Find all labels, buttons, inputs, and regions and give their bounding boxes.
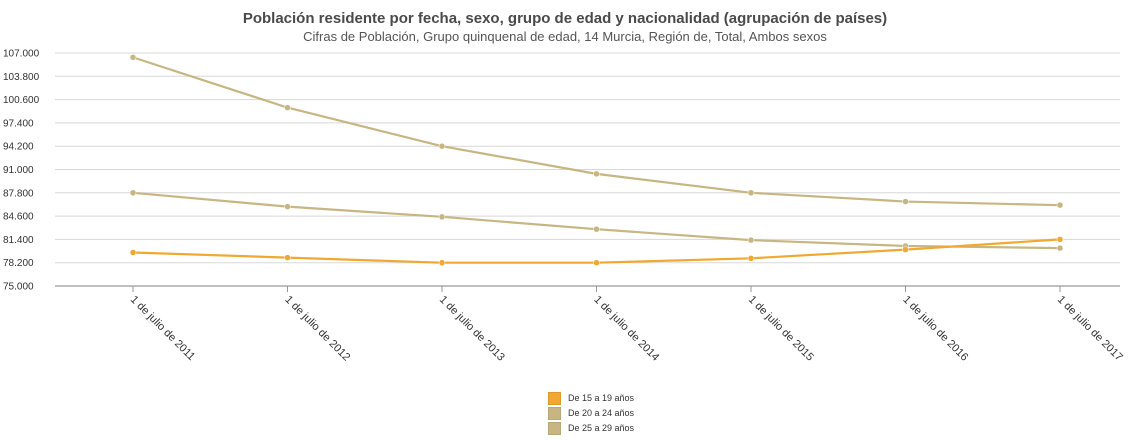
x-tick-label: 1 de julio de 2013 xyxy=(437,294,507,364)
data-point xyxy=(129,189,137,197)
y-tick-label: 87.800 xyxy=(3,188,34,199)
data-point xyxy=(1056,201,1064,209)
legend-swatch xyxy=(548,421,561,435)
data-point xyxy=(747,255,755,262)
legend-label: De 20 a 24 años xyxy=(568,408,635,418)
y-tick-label: 107.000 xyxy=(3,49,40,60)
data-point xyxy=(284,203,291,210)
data-point xyxy=(593,170,600,178)
legend-item[interactable]: De 25 a 29 años xyxy=(548,421,634,435)
y-tick-label: 78.200 xyxy=(3,258,34,269)
y-tick-label: 94.200 xyxy=(3,142,34,153)
y-tick-label: 103.800 xyxy=(3,72,40,83)
data-point xyxy=(284,104,291,111)
data-point xyxy=(902,198,909,205)
y-tick-label: 75.000 xyxy=(3,282,34,293)
x-tick-label: 1 de julio de 2015 xyxy=(746,294,816,364)
line-chart: 107.000 103.800 100.600 97.400 94.200 91.000 8… xyxy=(3,49,1125,364)
legend-swatch xyxy=(548,391,561,405)
data-point xyxy=(438,142,446,150)
y-tick-label: 81.400 xyxy=(3,235,34,246)
data-point xyxy=(1056,244,1064,252)
data-point xyxy=(284,254,291,261)
x-tick-label: 1 de julio de 2017 xyxy=(1055,294,1125,364)
data-point xyxy=(747,189,755,197)
y-tick-label: 91.000 xyxy=(3,165,34,176)
legend-label: De 15 a 19 años xyxy=(568,393,635,403)
y-tick-label: 84.600 xyxy=(3,212,34,223)
data-point xyxy=(593,225,600,233)
legend-item[interactable]: De 20 a 24 años xyxy=(548,406,634,420)
y-tick-label: 97.400 xyxy=(3,118,34,129)
series-line xyxy=(131,238,1062,264)
series-line xyxy=(131,56,1062,207)
x-tick-label: 1 de julio de 2012 xyxy=(282,294,352,364)
x-tick-label: 1 de julio de 2011 xyxy=(128,294,197,363)
legend: De 15 a 19 años De 20 a 24 años De 25 a 29… xyxy=(548,391,634,436)
data-point xyxy=(902,246,909,253)
chart-title: Población residente por fecha, sexo, gru… xyxy=(242,10,888,27)
x-tick-label: 1 de julio de 2016 xyxy=(900,294,970,364)
legend-label: De 25 a 29 años xyxy=(568,423,635,433)
x-tick-label: 1 de julio de 2014 xyxy=(591,294,661,364)
data-point xyxy=(438,213,446,221)
data-point xyxy=(747,236,755,244)
data-point xyxy=(1056,236,1064,243)
chart-subtitle: Cifras de Población, Grupo quinquenal de… xyxy=(303,29,827,44)
data-point xyxy=(593,259,600,266)
data-point xyxy=(438,259,446,266)
legend-swatch xyxy=(548,406,561,420)
data-point xyxy=(129,54,137,61)
data-point xyxy=(129,249,137,256)
y-tick-label: 100.600 xyxy=(3,95,40,106)
legend-item[interactable]: De 15 a 19 años xyxy=(548,391,634,405)
chart-title-block: Población residente por fecha, sexo, gru… xyxy=(0,10,1130,45)
